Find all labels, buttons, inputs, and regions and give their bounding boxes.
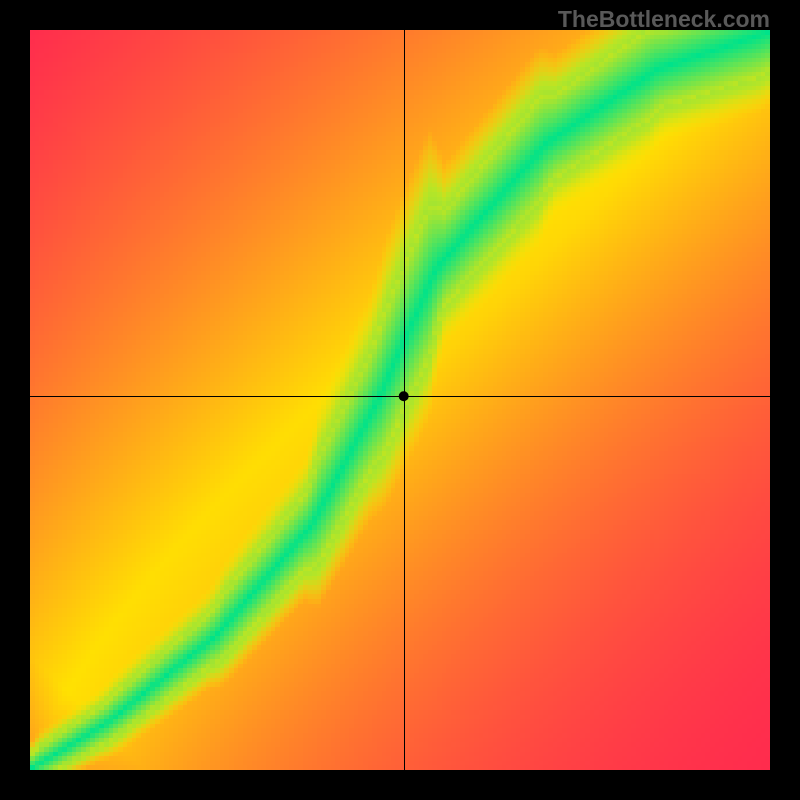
chart-container: TheBottleneck.com: [0, 0, 800, 800]
heatmap-canvas: [30, 30, 770, 770]
watermark-text: TheBottleneck.com: [558, 6, 770, 33]
